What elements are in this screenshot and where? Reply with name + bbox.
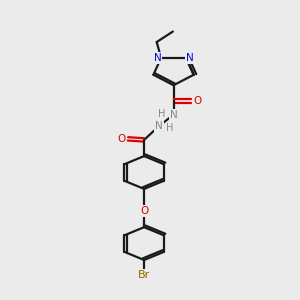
Text: N: N	[155, 121, 163, 131]
Text: O: O	[194, 96, 202, 106]
Text: N: N	[186, 53, 194, 63]
Text: O: O	[140, 206, 148, 216]
Text: H: H	[158, 109, 165, 118]
Text: N: N	[154, 53, 161, 63]
Text: O: O	[117, 134, 126, 144]
Text: Br: Br	[138, 270, 150, 280]
Text: H: H	[166, 123, 174, 133]
Text: N: N	[170, 110, 177, 120]
